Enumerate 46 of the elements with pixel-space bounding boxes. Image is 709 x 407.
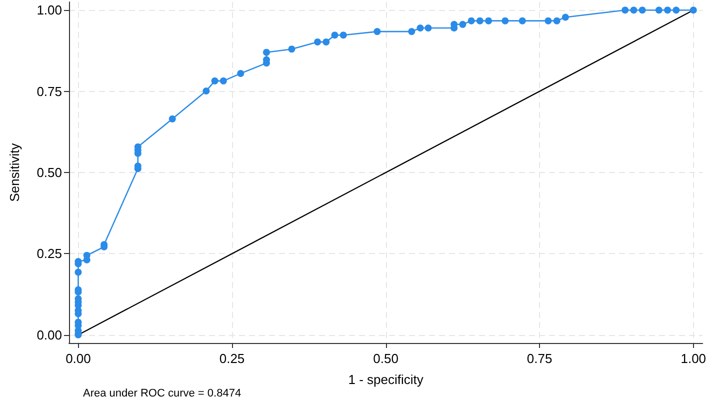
point (262, 48, 270, 56)
point (83, 252, 90, 259)
y-tick-label: 1.00 (36, 2, 62, 18)
point (288, 46, 296, 53)
point (468, 17, 475, 24)
point (416, 24, 424, 32)
point (544, 17, 552, 24)
point (340, 32, 347, 39)
point (502, 17, 509, 24)
x-tick-label: 1.00 (680, 351, 706, 366)
y-tick-label: 0.50 (36, 165, 62, 180)
x-tick-label: 0.50 (373, 351, 398, 366)
point (168, 115, 176, 122)
point (485, 17, 492, 24)
point (672, 6, 680, 14)
point (74, 268, 82, 276)
x-tick-label: 0.25 (219, 351, 245, 366)
point (655, 6, 662, 14)
point (562, 14, 569, 21)
point (553, 17, 560, 24)
point (459, 20, 466, 28)
point (424, 24, 432, 32)
point (622, 6, 629, 14)
point (322, 38, 330, 46)
y-axis-title: Sensitivity (7, 142, 22, 202)
point (408, 28, 416, 36)
text: Area under ROC curve = 0.8474 (83, 388, 242, 400)
point (664, 6, 672, 14)
y-tick-label: 0.75 (36, 84, 62, 99)
point (630, 6, 638, 14)
point (314, 38, 322, 46)
point (237, 70, 244, 77)
x-tick-label: 0.75 (526, 351, 552, 366)
point (638, 6, 646, 14)
point (211, 77, 218, 84)
point (476, 17, 484, 24)
point (220, 77, 227, 84)
point (202, 87, 210, 94)
y-tick-label: 0.25 (36, 246, 62, 262)
y-tick-label: 0.00 (36, 327, 62, 342)
x-axis-title: 1 - specificity (348, 372, 424, 387)
point (690, 6, 697, 14)
point (518, 17, 526, 24)
point (374, 28, 381, 36)
x-tick-label: 0.00 (66, 351, 91, 366)
point (331, 32, 338, 39)
